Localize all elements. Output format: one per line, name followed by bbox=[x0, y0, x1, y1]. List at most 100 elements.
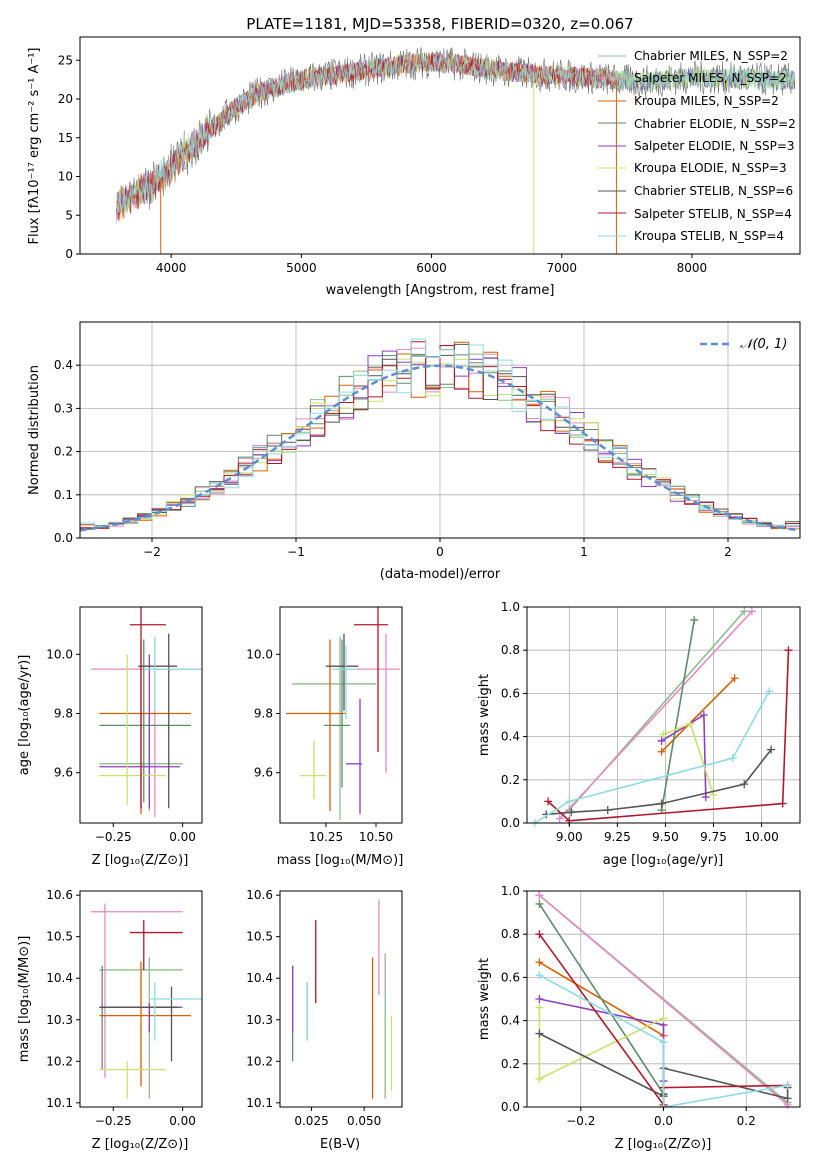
y-tick-label: 0.4 bbox=[501, 1014, 520, 1028]
weight-series-line bbox=[547, 650, 790, 822]
spectrum-ylabel: Flux [fλ10⁻¹⁷ erg cm⁻² s⁻¹ A⁻¹] bbox=[27, 48, 42, 245]
weight-vs-age-grid bbox=[527, 606, 800, 824]
legend-item: Kroupa MILES, N_SSP=2 bbox=[598, 94, 779, 108]
mass-vs-metallicity-panel: −0.25 0.00 10.1 10.2 10.3 10.4 10.5 10.6 Z [log… bbox=[17, 888, 203, 1152]
x-tick-label: 5000 bbox=[286, 261, 317, 275]
y-tick-label: 10.4 bbox=[46, 971, 73, 985]
weight-series-line bbox=[539, 974, 788, 1108]
y-tick-label: 0.0 bbox=[501, 1100, 520, 1114]
mass-ylabel: mass [log₁₀(M/M⊙)] bbox=[17, 936, 32, 1063]
weight-series-line bbox=[534, 690, 770, 824]
age-vs-mass-frame bbox=[279, 606, 403, 824]
y-tick-label: 0.0 bbox=[54, 531, 73, 545]
y-tick-label: 10.3 bbox=[46, 1013, 73, 1027]
legend-label: Chabrier ELODIE, N_SSP=2 bbox=[634, 117, 796, 131]
weight-point-marker bbox=[730, 674, 739, 683]
y-tick-label: 0.3 bbox=[54, 401, 73, 415]
y-tick-label: 10.2 bbox=[46, 1054, 73, 1068]
x-tick-label: 0 bbox=[436, 545, 444, 559]
legend-label: Salpeter STELIB, N_SSP=4 bbox=[634, 207, 792, 221]
age-vs-metallicity-frame bbox=[79, 606, 203, 824]
y-tick-label: 0.4 bbox=[54, 358, 73, 372]
weight-point-marker bbox=[535, 971, 544, 980]
spectrum-series-line bbox=[116, 52, 796, 215]
weight-point-marker bbox=[535, 1003, 544, 1012]
mass-vs-ebv-xlabel: E(B-V) bbox=[320, 1137, 360, 1152]
weight-vs-age-frame bbox=[526, 606, 801, 824]
weight-vs-age-panel: 9.00 9.25 9.50 9.75 10.000.00.20.40.60.81.0 … bbox=[477, 600, 801, 868]
y-tick-label: 9.8 bbox=[54, 707, 73, 721]
weight-series-line bbox=[546, 749, 772, 816]
x-tick-label: 0.2 bbox=[737, 1114, 756, 1128]
weight-vs-age-ticks: 9.00 9.25 9.50 9.75 10.00 0.0 0.2 0.4 0.6 0.8 1.0 bbox=[501, 600, 779, 844]
spectrum-ticks: 4000 5000 6000 7000 8000 0 5 10 15 20 25 bbox=[58, 53, 707, 275]
legend-item: Chabrier MILES, N_SSP=2 bbox=[598, 49, 788, 63]
legend-label: Kroupa MILES, N_SSP=2 bbox=[634, 94, 779, 108]
weight-point-marker bbox=[535, 958, 544, 967]
y-tick-label: 10.6 bbox=[246, 888, 273, 902]
weight-vs-metallicity-ticks: −0.2 0.0 0.2 0.0 0.2 0.4 0.6 0.8 1.0 bbox=[501, 884, 756, 1128]
x-tick-label: 9.75 bbox=[700, 830, 727, 844]
y-tick-label: 5 bbox=[65, 208, 73, 222]
weight-point-marker bbox=[767, 745, 776, 754]
spectrum-lines bbox=[116, 47, 796, 254]
weight-point-marker bbox=[535, 891, 544, 900]
y-tick-label: 10.0 bbox=[246, 647, 273, 661]
y-tick-label: 0.2 bbox=[501, 773, 520, 787]
histogram-xlabel: (data-model)/error bbox=[380, 567, 501, 582]
weight-point-marker bbox=[783, 1094, 792, 1103]
age-ylabel: age [log₁₀(age/yr)] bbox=[17, 655, 32, 776]
y-tick-label: 9.8 bbox=[254, 707, 273, 721]
y-tick-label: 0.8 bbox=[501, 643, 520, 657]
x-tick-label: −2 bbox=[143, 545, 161, 559]
weight-point-marker bbox=[690, 615, 699, 624]
spectrum-frame bbox=[79, 36, 801, 255]
x-tick-label: 7000 bbox=[546, 261, 577, 275]
weight-point-marker bbox=[783, 1081, 792, 1090]
weight-point-marker bbox=[565, 797, 574, 806]
weight-point-marker bbox=[555, 814, 564, 823]
weight-series-line bbox=[559, 610, 753, 820]
y-tick-label: 0 bbox=[65, 247, 73, 261]
y-tick-label: 9.6 bbox=[54, 766, 73, 780]
weight-vs-age-xlabel: age [log₁₀(age/yr)] bbox=[603, 853, 724, 868]
legend-label: Kroupa ELODIE, N_SSP=3 bbox=[634, 161, 787, 175]
y-tick-label: 0.6 bbox=[501, 970, 520, 984]
y-tick-label: 10.1 bbox=[46, 1096, 73, 1110]
x-tick-label: −1 bbox=[287, 545, 305, 559]
x-tick-label: 8000 bbox=[677, 261, 708, 275]
x-tick-label: −0.25 bbox=[95, 830, 132, 844]
weight-point-marker bbox=[784, 646, 793, 655]
x-tick-label: 9.00 bbox=[556, 830, 583, 844]
weight-point-marker bbox=[701, 793, 710, 802]
weight-point-marker bbox=[699, 711, 708, 719]
legend-label: Chabrier STELIB, N_SSP=6 bbox=[634, 184, 793, 198]
x-tick-label: 0.025 bbox=[294, 1114, 328, 1128]
weight-vs-metallicity-ylabel: mass weight bbox=[477, 958, 492, 1040]
y-tick-label: 0.0 bbox=[501, 816, 520, 830]
weight-point-marker bbox=[535, 899, 544, 908]
weight-point-marker bbox=[659, 730, 668, 739]
y-tick-label: 10 bbox=[58, 170, 73, 184]
y-tick-label: 0.2 bbox=[501, 1057, 520, 1071]
legend-item: Kroupa STELIB, N_SSP=4 bbox=[598, 229, 784, 243]
x-tick-label: 0.00 bbox=[169, 1114, 196, 1128]
age-vs-metallicity-xlabel: Z [log₁₀(Z/Z⊙)] bbox=[92, 853, 189, 868]
x-tick-label: 0.0 bbox=[654, 1114, 673, 1128]
weight-series-line bbox=[661, 713, 707, 798]
histogram-series-step bbox=[80, 358, 800, 530]
y-tick-label: 0.2 bbox=[54, 445, 73, 459]
legend-item: Chabrier ELODIE, N_SSP=2 bbox=[598, 117, 796, 131]
weight-point-marker bbox=[567, 808, 576, 817]
weight-point-marker bbox=[740, 607, 749, 616]
spectrum-legend: Chabrier MILES, N_SSP=2 Salpeter MILES, … bbox=[598, 49, 796, 243]
weight-series-line bbox=[538, 903, 665, 1095]
x-tick-label: 1 bbox=[580, 545, 588, 559]
weight-vs-age-marks bbox=[530, 607, 793, 827]
y-tick-label: 0.8 bbox=[501, 927, 520, 941]
weight-series-line bbox=[538, 894, 789, 1106]
residual-histogram-panel: −2 −1 0 1 2 0.0 0.1 0.2 0.3 0.4 (data-model)/erro… bbox=[27, 321, 801, 582]
weight-point-marker bbox=[686, 719, 695, 728]
legend-item: Chabrier STELIB, N_SSP=6 bbox=[598, 184, 793, 198]
